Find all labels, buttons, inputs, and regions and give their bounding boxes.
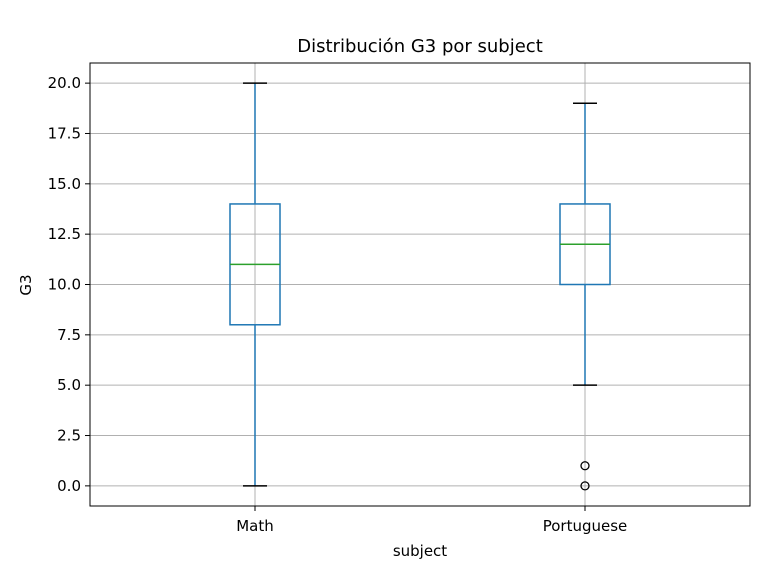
y-tick-label: 20.0 xyxy=(48,74,81,92)
y-tick-label: 17.5 xyxy=(48,124,81,142)
boxes xyxy=(229,82,611,491)
y-tick-label: 0.0 xyxy=(57,477,81,495)
y-tick-label: 10.0 xyxy=(48,276,81,294)
y-tick-label: 7.5 xyxy=(57,326,81,344)
outlier-point xyxy=(580,461,590,471)
x-axis-label: subject xyxy=(393,542,447,560)
y-tick-label: 5.0 xyxy=(57,376,81,394)
y-axis: 0.0 2.5 5.0 7.5 10.0 12.5 15.0 17.5 20.0 xyxy=(48,74,90,495)
y-tick-label: 2.5 xyxy=(57,427,81,445)
y-tick-label: 15.0 xyxy=(48,175,81,193)
outlier-point xyxy=(580,481,590,491)
box-group xyxy=(559,102,611,491)
y-tick-label: 12.5 xyxy=(48,225,81,243)
x-axis: Math Portuguese xyxy=(236,506,627,535)
y-axis-label: G3 xyxy=(17,274,35,295)
x-tick-label: Math xyxy=(236,517,274,535)
x-tick-label: Portuguese xyxy=(543,517,628,535)
box-group xyxy=(229,82,281,487)
chart-title: Distribución G3 por subject xyxy=(297,36,543,57)
